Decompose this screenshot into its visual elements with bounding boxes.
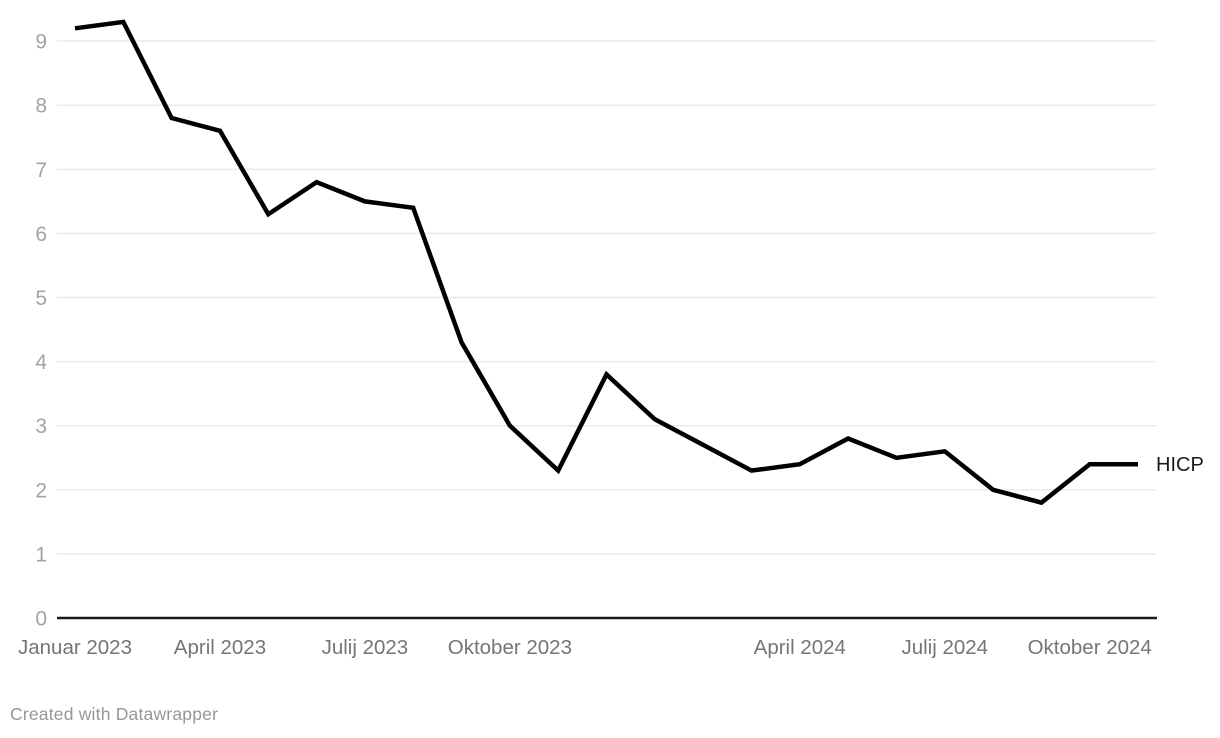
y-tick-label: 4	[35, 351, 47, 374]
datawrapper-credit-link[interactable]: Created with Datawrapper	[10, 704, 219, 724]
y-tick-label: 5	[35, 287, 47, 310]
x-tick-label: Oktober 2024	[1028, 636, 1152, 659]
series-label-hicp: HICP	[1156, 454, 1204, 476]
x-tick-label: Januar 2023	[18, 636, 132, 659]
y-tick-label: 1	[35, 543, 47, 566]
x-tick-label: April 2024	[754, 636, 846, 659]
x-tick-label: Julij 2024	[901, 636, 988, 659]
y-tick-label: 2	[35, 479, 47, 502]
y-tick-label: 6	[35, 223, 47, 246]
x-tick-label: April 2023	[174, 636, 266, 659]
x-tick-label: Oktober 2023	[448, 636, 572, 659]
hicp-series-line	[74, 19, 1138, 506]
y-tick-label: 3	[35, 415, 47, 438]
y-tick-label: 9	[35, 31, 47, 54]
y-tick-label: 7	[35, 159, 47, 182]
y-tick-label: 8	[35, 95, 47, 118]
y-tick-label: 0	[35, 608, 47, 631]
x-tick-label: Julij 2023	[322, 636, 409, 659]
line-chart: 0 1 2 3 4 5 6 7 8 9 Januar 2023 April 2023 Julij 202…	[18, 19, 1204, 659]
